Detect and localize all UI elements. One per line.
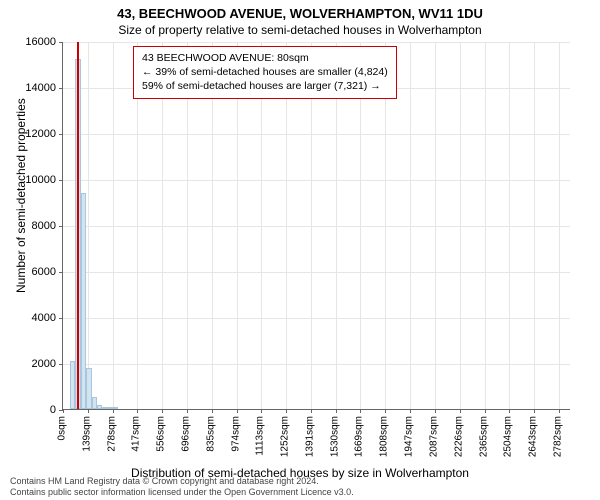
- x-tick-label: 0sqm: [57, 416, 68, 440]
- footer-attribution: Contains HM Land Registry data © Crown c…: [10, 476, 354, 498]
- x-tick-mark: [509, 409, 510, 413]
- marker-line: [77, 42, 79, 409]
- y-tick-mark: [59, 42, 63, 43]
- x-tick-mark: [410, 409, 411, 413]
- histogram-bar: [113, 407, 118, 409]
- x-tick-label: 2226sqm: [453, 416, 464, 457]
- gridline-h: [63, 42, 570, 43]
- x-tick-label: 1808sqm: [379, 416, 390, 457]
- x-tick-label: 2087sqm: [428, 416, 439, 457]
- y-tick-mark: [59, 88, 63, 89]
- y-tick-label: 8000: [8, 220, 56, 232]
- gridline-v: [460, 42, 461, 409]
- y-tick-mark: [59, 318, 63, 319]
- y-tick-label: 12000: [8, 128, 56, 140]
- y-tick-mark: [59, 180, 63, 181]
- gridline-v: [435, 42, 436, 409]
- x-tick-label: 2504sqm: [503, 416, 514, 457]
- x-tick-mark: [485, 409, 486, 413]
- gridline-v: [113, 42, 114, 409]
- y-tick-mark: [59, 226, 63, 227]
- y-tick-mark: [59, 134, 63, 135]
- y-tick-mark: [59, 272, 63, 273]
- y-tick-label: 0: [8, 404, 56, 416]
- chart-plot-area: 43 BEECHWOOD AVENUE: 80sqm← 39% of semi-…: [62, 42, 570, 410]
- gridline-v: [410, 42, 411, 409]
- gridline-h: [63, 318, 570, 319]
- annotation-box: 43 BEECHWOOD AVENUE: 80sqm← 39% of semi-…: [133, 46, 397, 99]
- page-subtitle: Size of property relative to semi-detach…: [10, 23, 590, 37]
- x-tick-mark: [311, 409, 312, 413]
- gridline-h: [63, 272, 570, 273]
- x-tick-label: 556sqm: [156, 416, 167, 452]
- gridline-v: [485, 42, 486, 409]
- x-tick-mark: [534, 409, 535, 413]
- x-tick-mark: [137, 409, 138, 413]
- gridline-v: [559, 42, 560, 409]
- footer-line-1: Contains HM Land Registry data © Crown c…: [10, 476, 354, 487]
- gridline-h: [63, 364, 570, 365]
- x-tick-mark: [286, 409, 287, 413]
- x-tick-label: 1947sqm: [404, 416, 415, 457]
- y-tick-label: 10000: [8, 174, 56, 186]
- y-tick-label: 2000: [8, 358, 56, 370]
- x-tick-label: 2643sqm: [528, 416, 539, 457]
- x-tick-mark: [261, 409, 262, 413]
- x-tick-mark: [212, 409, 213, 413]
- x-tick-mark: [162, 409, 163, 413]
- gridline-h: [63, 134, 570, 135]
- y-tick-label: 16000: [8, 36, 56, 48]
- gridline-v: [88, 42, 89, 409]
- page-title: 43, BEECHWOOD AVENUE, WOLVERHAMPTON, WV1…: [10, 6, 590, 21]
- x-tick-mark: [88, 409, 89, 413]
- x-tick-mark: [360, 409, 361, 413]
- x-tick-mark: [336, 409, 337, 413]
- x-tick-label: 1669sqm: [354, 416, 365, 457]
- x-tick-label: 696sqm: [181, 416, 192, 452]
- y-tick-label: 4000: [8, 312, 56, 324]
- x-tick-mark: [63, 409, 64, 413]
- x-tick-mark: [435, 409, 436, 413]
- x-tick-label: 1530sqm: [329, 416, 340, 457]
- x-tick-label: 1113sqm: [255, 416, 266, 456]
- x-tick-mark: [385, 409, 386, 413]
- footer-line-2: Contains public sector information licen…: [10, 487, 354, 498]
- chart-header: 43, BEECHWOOD AVENUE, WOLVERHAMPTON, WV1…: [0, 0, 600, 39]
- y-tick-label: 6000: [8, 266, 56, 278]
- x-tick-label: 835sqm: [205, 416, 216, 452]
- annotation-line1: 43 BEECHWOOD AVENUE: 80sqm: [142, 51, 388, 65]
- x-tick-mark: [559, 409, 560, 413]
- gridline-h: [63, 226, 570, 227]
- x-tick-label: 417sqm: [131, 416, 142, 452]
- gridline-h: [63, 180, 570, 181]
- y-tick-label: 14000: [8, 82, 56, 94]
- x-tick-mark: [113, 409, 114, 413]
- x-tick-label: 2365sqm: [478, 416, 489, 457]
- x-tick-mark: [460, 409, 461, 413]
- x-tick-label: 278sqm: [106, 416, 117, 452]
- gridline-v: [534, 42, 535, 409]
- x-tick-mark: [187, 409, 188, 413]
- x-tick-label: 2782sqm: [552, 416, 563, 457]
- x-tick-label: 1252sqm: [280, 416, 291, 457]
- x-tick-label: 139sqm: [81, 416, 92, 452]
- x-tick-label: 974sqm: [230, 416, 241, 452]
- annotation-line3: 59% of semi-detached houses are larger (…: [142, 79, 388, 93]
- gridline-v: [509, 42, 510, 409]
- x-tick-mark: [237, 409, 238, 413]
- x-tick-label: 1391sqm: [304, 416, 315, 457]
- annotation-line2: ← 39% of semi-detached houses are smalle…: [142, 65, 388, 79]
- y-tick-mark: [59, 364, 63, 365]
